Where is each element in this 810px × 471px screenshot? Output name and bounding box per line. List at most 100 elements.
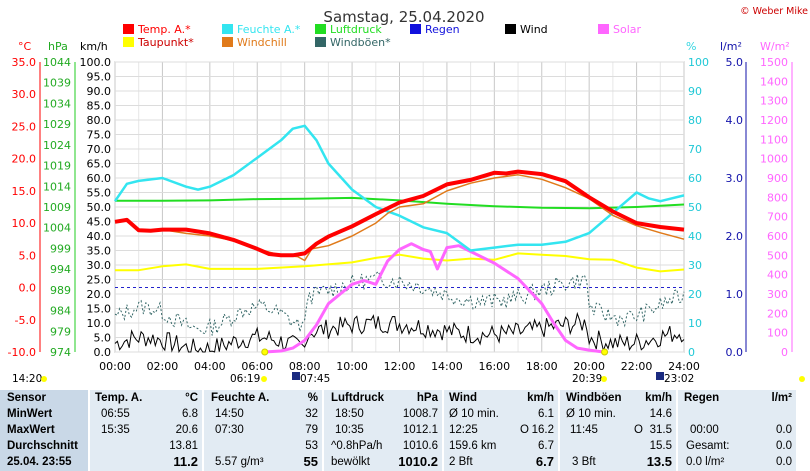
- series-wind: [114, 311, 685, 354]
- legend-swatch: [410, 24, 421, 34]
- gust-max-time: 11:45: [570, 424, 598, 436]
- tick-solar: 200: [767, 307, 788, 320]
- header-wind: Wind: [449, 392, 477, 404]
- axis-unit-pressure: hPa: [48, 40, 68, 53]
- row-max-label: MaxWert: [7, 424, 55, 436]
- legend-label: Temp. A.*: [137, 23, 191, 36]
- header-gust-unit: km/h: [645, 392, 672, 404]
- tick-rain: 2.0: [726, 230, 744, 243]
- tick-humidity: 80: [688, 114, 702, 127]
- header-gust: Windböen: [566, 392, 622, 404]
- tick-wind: 30.0: [87, 259, 112, 272]
- col-gust: Windböen km/h Ø 10 min. 14.6 11:45 O 31.…: [560, 390, 676, 471]
- tick-temp: 35.0: [12, 56, 37, 69]
- wind-avg-value: 6.7: [538, 440, 554, 452]
- tick-x: 02:00: [147, 360, 179, 373]
- col-rain: Regen l/m² 00:00 0.0 Gesamt: 0.0 0.0 l/m…: [678, 390, 796, 471]
- header-rain: Regen: [684, 392, 720, 404]
- tick-solar: 1100: [760, 133, 788, 146]
- events: 06:19 07:45 20:39 23:02 14:20: [12, 348, 805, 385]
- tick-wind: 70.0: [87, 143, 112, 156]
- legend-swatch: [315, 24, 326, 34]
- legend-label: Wind: [520, 23, 548, 36]
- legend-label: Taupunkt*: [137, 36, 194, 49]
- wind-distance-label: 159.6 km: [449, 440, 497, 452]
- series-solar: [264, 242, 604, 354]
- legend: Temp. A.* Feuchte A.* Luftdruck Regen Wind So…: [123, 23, 642, 49]
- press-min-value: 1008.7: [402, 408, 438, 420]
- gust-current-label: 3 Bft: [572, 456, 596, 468]
- tick-rain: 1.0: [726, 288, 744, 301]
- tick-pressure: 1044: [43, 56, 71, 69]
- tick-pressure: 989: [50, 284, 71, 297]
- tick-pressure: 1039: [43, 77, 71, 90]
- col-sensor: Sensor MinWert MaxWert Durchschnitt 25.0…: [0, 390, 88, 471]
- tick-x: 12:00: [384, 360, 416, 373]
- rain-total-label: Gesamt:: [686, 440, 730, 452]
- header-sensor: Sensor: [7, 392, 46, 404]
- tick-humidity: 100: [688, 56, 709, 69]
- series-lines: [113, 124, 685, 354]
- tick-humidity: 10: [688, 317, 702, 330]
- wind-max-time: 12:25: [449, 424, 478, 436]
- day-start-label: 14:20: [12, 373, 42, 385]
- press-avg-value: 1010.6: [402, 440, 438, 452]
- legend-label: Regen: [425, 23, 460, 36]
- copyright-label: © Weber Mike: [740, 6, 808, 17]
- wind-min-value: 6.1: [538, 408, 554, 420]
- rain-max-value: 0.0: [776, 424, 792, 436]
- tick-temp: -10.0: [8, 346, 36, 359]
- legend-label: Solar: [613, 23, 642, 36]
- row-avg-label: Durchschnitt: [7, 440, 78, 452]
- tick-rain: 5.0: [726, 56, 744, 69]
- tick-x: 20:00: [573, 360, 605, 373]
- tick-x: 10:00: [336, 360, 368, 373]
- tick-wind: 0.0: [94, 346, 112, 359]
- tick-solar: 1500: [760, 56, 788, 69]
- legend-label: Windböen*: [330, 36, 391, 49]
- tick-x: 00:00: [99, 360, 131, 373]
- wind-current-value: 6.7: [535, 454, 554, 469]
- tick-humidity: 20: [688, 288, 702, 301]
- legend-swatch: [505, 24, 516, 34]
- moonset-icon: [656, 372, 664, 380]
- grid: [114, 61, 685, 353]
- tick-x: 04:00: [194, 360, 226, 373]
- tick-wind: 65.0: [87, 158, 112, 171]
- tick-x: 16:00: [478, 360, 510, 373]
- tick-x: 24:00: [668, 360, 700, 373]
- axis-unit-humidity: %: [686, 40, 696, 53]
- wind-max-direction: O: [520, 424, 529, 436]
- tick-pressure: 1024: [43, 139, 71, 152]
- press-trend-label: ^0.8hPa/h: [331, 440, 383, 452]
- tick-temp: 5.0: [19, 249, 37, 262]
- header-humidity-unit: %: [307, 392, 318, 404]
- axes: 35.030.025.020.015.010.05.00.0-5.0-10.01…: [8, 56, 793, 373]
- temp-max-time: 15:35: [101, 424, 130, 436]
- gust-current-value: 13.5: [646, 454, 672, 469]
- tick-humidity: 60: [688, 172, 702, 185]
- tick-wind: 55.0: [87, 187, 112, 200]
- hum-max-time: 07:30: [215, 424, 244, 436]
- hum-current-label: 5.57 g/m³: [215, 456, 264, 468]
- press-min-time: 18:50: [335, 408, 364, 420]
- tick-temp: 20.0: [12, 153, 37, 166]
- tick-temp: 25.0: [12, 120, 37, 133]
- axis-units: °C hPa km/h% l/m² W/m²: [18, 40, 790, 53]
- tick-humidity: 70: [688, 143, 702, 156]
- axis-unit-wind: km/h: [80, 40, 108, 53]
- tick-x: 06:00: [241, 360, 273, 373]
- tick-rain: 0.0: [726, 346, 744, 359]
- tick-solar: 100: [767, 327, 788, 340]
- header-rain-unit: l/m²: [771, 392, 792, 404]
- rain-current-value: 0.0: [776, 456, 792, 468]
- tick-solar: 1300: [760, 95, 788, 108]
- legend-label: Luftdruck: [330, 23, 382, 36]
- tick-wind: 95.0: [87, 71, 112, 84]
- header-humidity: Feuchte A.: [211, 392, 270, 404]
- legend-swatch: [123, 24, 134, 34]
- tick-wind: 35.0: [87, 245, 112, 258]
- tick-pressure: 1009: [43, 201, 71, 214]
- tick-wind: 90.0: [87, 85, 112, 98]
- legend-swatch: [123, 37, 134, 47]
